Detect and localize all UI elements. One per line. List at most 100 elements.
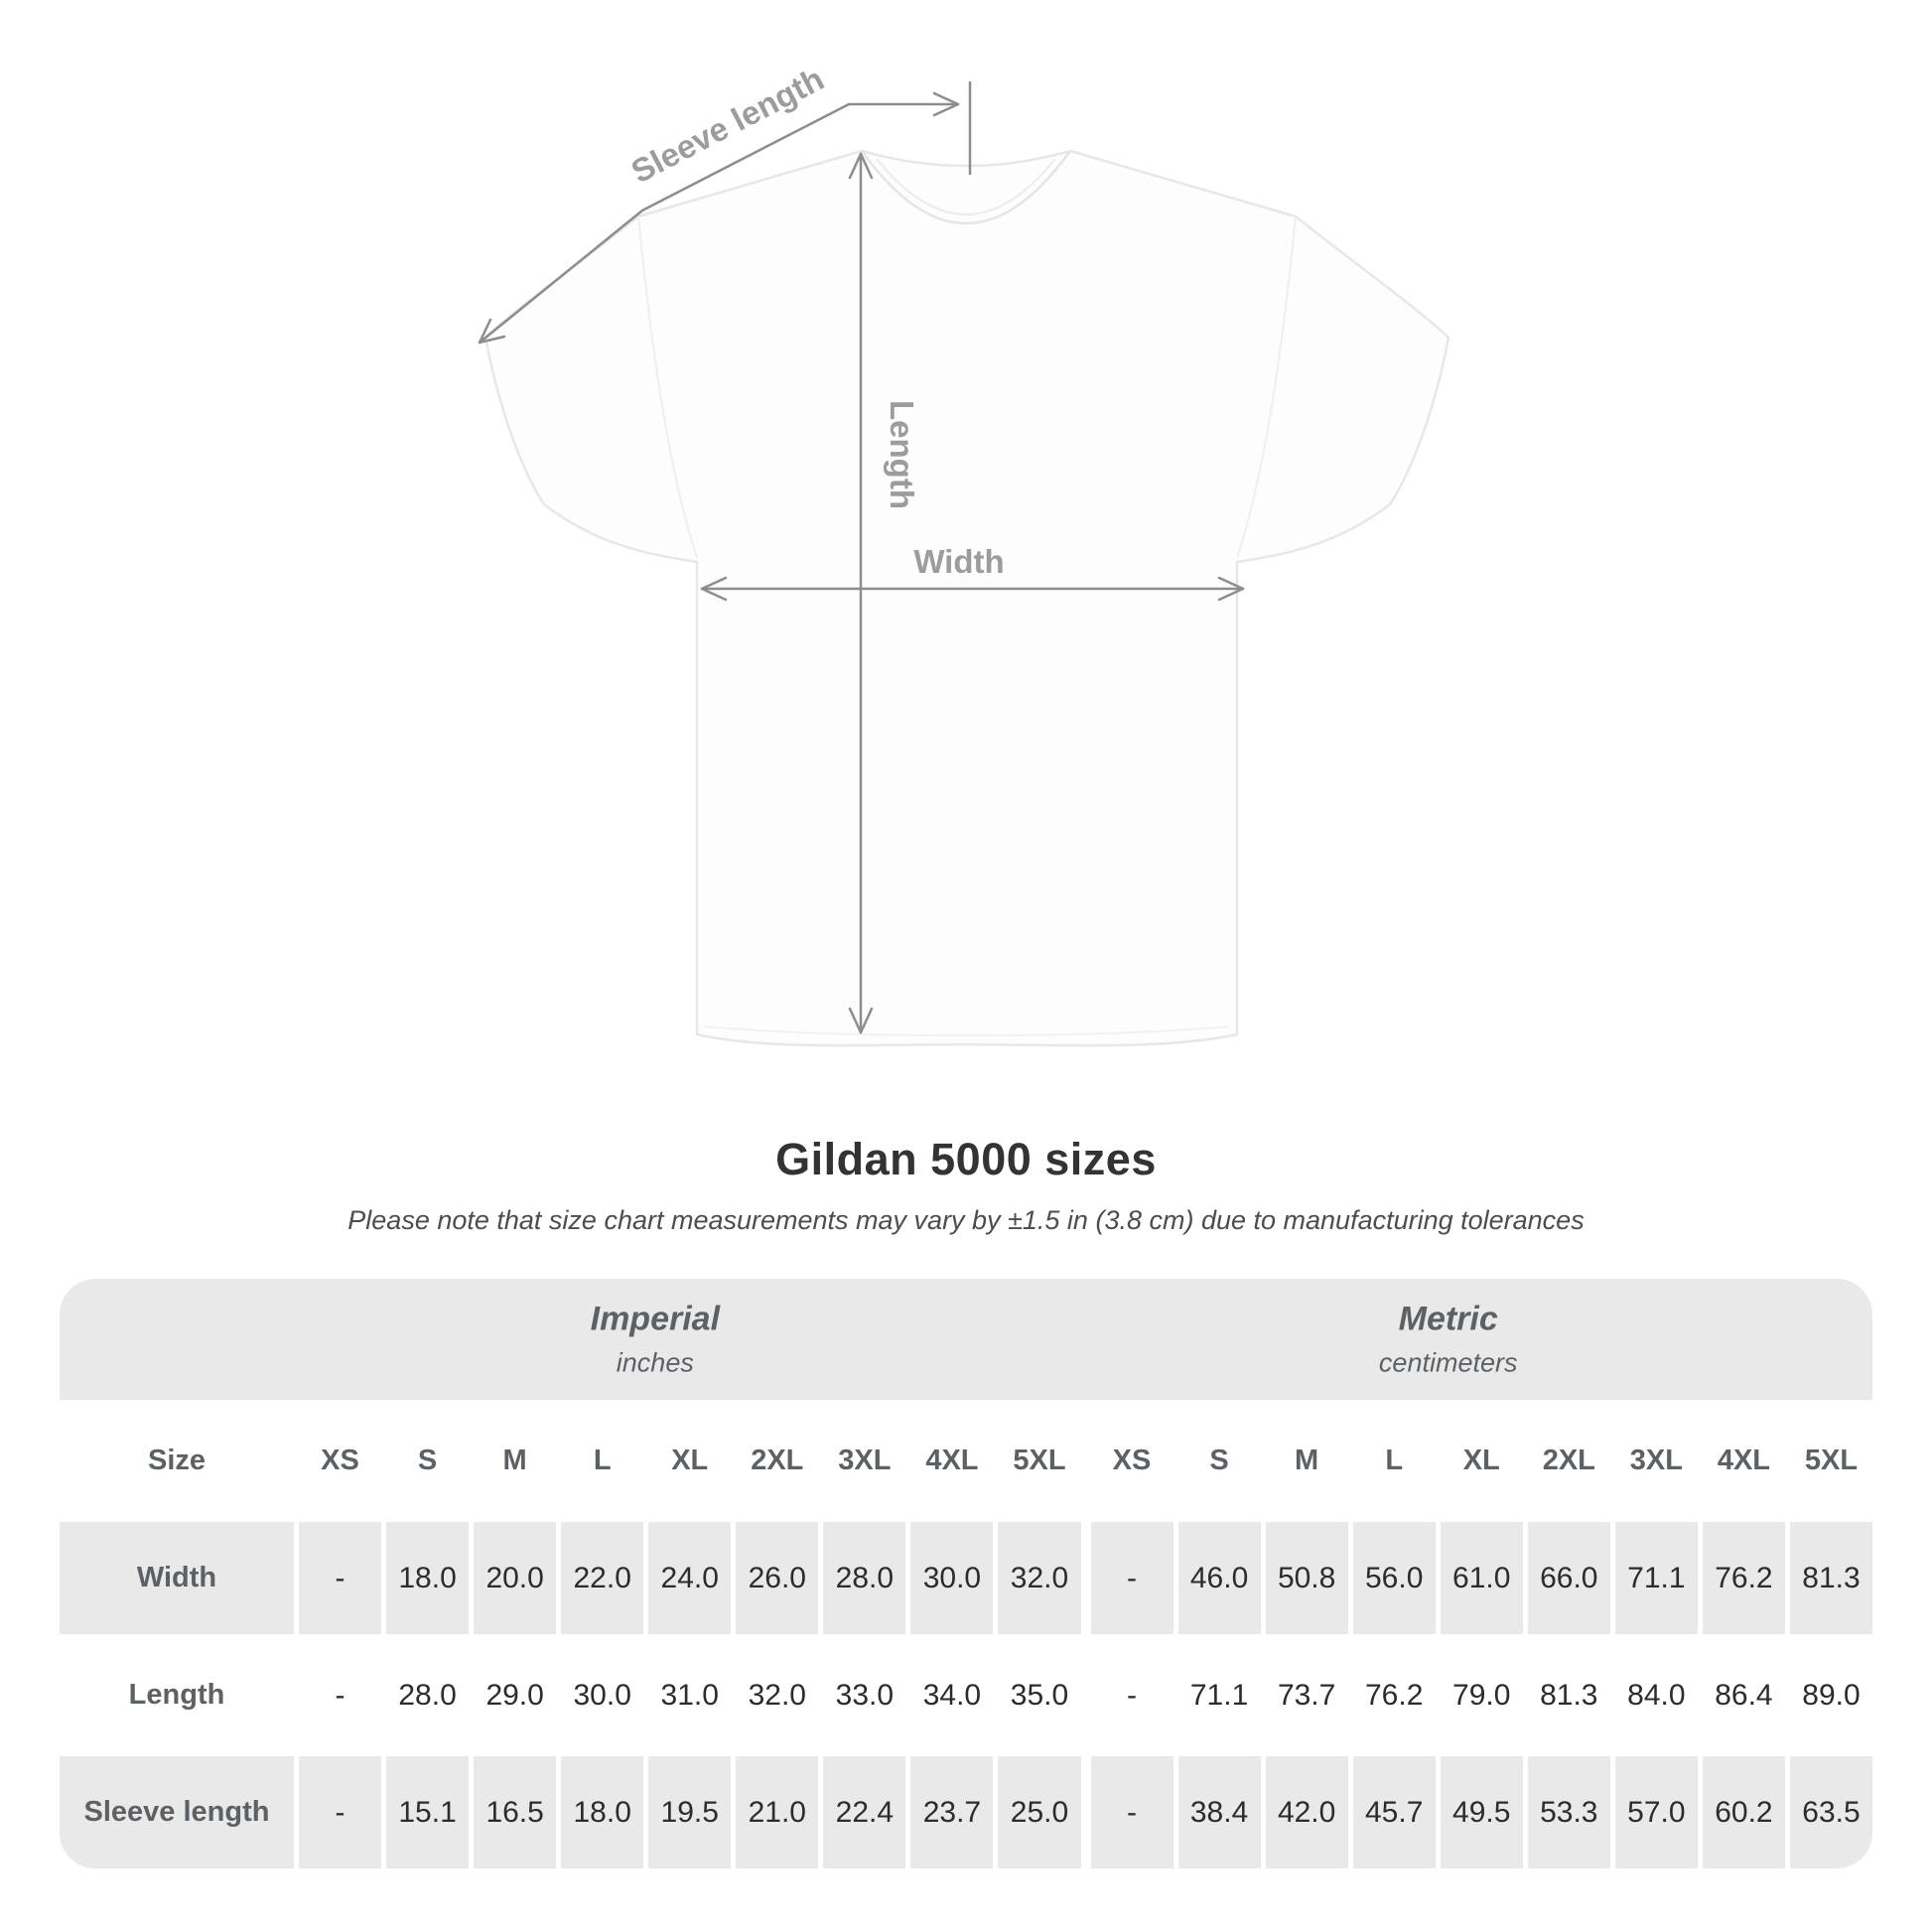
row-label: Length	[128, 1679, 225, 1711]
collar-outer-scoop	[860, 150, 1072, 225]
width-arrowhead-right	[1217, 576, 1245, 602]
col-header-metric: S	[1209, 1445, 1229, 1476]
imperial-value: 15.1	[386, 1756, 470, 1868]
tshirt-diagram: Sleeve length Length Width	[478, 60, 1450, 1047]
imperial-value: -	[335, 1678, 345, 1712]
imperial-value: 35.0	[1010, 1678, 1069, 1712]
imperial-value: 30.0	[573, 1678, 631, 1712]
metric-value: 76.2	[1702, 1522, 1785, 1634]
width-label: Width	[913, 543, 1004, 580]
sleeve-length-arrow	[478, 102, 960, 345]
col-header-metric: 5XL	[1804, 1445, 1859, 1476]
metric-value: 66.0	[1527, 1522, 1610, 1634]
metric-value: 49.5	[1440, 1756, 1523, 1868]
size-table-grid: Size XS S M L XL 2XL 3XL 4XL 5XL XS S M L XL 2XL 3XL 4XL 5…	[60, 1405, 1872, 1868]
imperial-value: 18.0	[561, 1756, 644, 1868]
metric-value: 53.3	[1527, 1756, 1610, 1868]
imperial-value: 32.0	[748, 1678, 806, 1712]
metric-value: 56.0	[1352, 1522, 1436, 1634]
metric-value: 50.8	[1265, 1522, 1348, 1634]
imperial-value: 31.0	[660, 1678, 719, 1712]
tshirt-outline	[483, 149, 1450, 1047]
metric-value: 81.3	[1789, 1522, 1872, 1634]
imperial-value: 18.0	[386, 1522, 470, 1634]
page-title: Gildan 5000 sizes	[775, 1134, 1157, 1184]
col-header-imperial: 2XL	[751, 1445, 804, 1476]
right-armhole-seam	[1236, 215, 1297, 559]
imperial-unit-label: inches	[616, 1347, 694, 1378]
metric-value: 86.4	[1715, 1678, 1773, 1712]
col-header-imperial: M	[502, 1445, 527, 1476]
metric-label: Metric	[1398, 1300, 1498, 1338]
imperial-value: 22.4	[823, 1756, 906, 1868]
imperial-value: 20.0	[474, 1522, 557, 1634]
row-label: Sleeve length	[60, 1756, 294, 1868]
metric-value: 73.7	[1277, 1678, 1336, 1712]
imperial-value: 33.0	[835, 1678, 895, 1712]
title-block: Gildan 5000 sizes Please note that size …	[0, 1134, 1932, 1236]
col-header-metric: 2XL	[1542, 1445, 1595, 1476]
col-header-metric: M	[1295, 1445, 1319, 1476]
imperial-label: Imperial	[590, 1300, 721, 1338]
imperial-value: 16.5	[474, 1756, 557, 1868]
col-header-imperial: XL	[671, 1445, 709, 1476]
metric-unit-label: centimeters	[1378, 1347, 1518, 1378]
hem-stitch	[704, 1026, 1230, 1036]
collar-inner-scoop	[876, 158, 1056, 215]
imperial-value: -	[299, 1522, 382, 1634]
imperial-value: 30.0	[910, 1522, 994, 1634]
metric-value: 84.0	[1627, 1678, 1686, 1712]
col-header-size: Size	[147, 1445, 207, 1476]
metric-value: 89.0	[1802, 1678, 1861, 1712]
imperial-value: 21.0	[736, 1756, 819, 1868]
metric-value: -	[1090, 1756, 1173, 1868]
imperial-value: 32.0	[998, 1522, 1081, 1634]
metric-value: 76.2	[1364, 1678, 1424, 1712]
metric-value: 45.7	[1352, 1756, 1436, 1868]
imperial-group-label: Imperial inches	[294, 1301, 1018, 1379]
metric-value: 79.0	[1452, 1678, 1511, 1712]
col-header-metric: 3XL	[1629, 1445, 1683, 1476]
length-label: Length	[884, 400, 920, 509]
col-header-imperial: XS	[321, 1445, 359, 1476]
metric-value: 71.1	[1189, 1678, 1249, 1712]
imperial-value: 23.7	[910, 1756, 994, 1868]
width-arrowhead-left	[700, 576, 728, 602]
length-arrowhead-top	[848, 152, 874, 180]
metric-value: 60.2	[1702, 1756, 1785, 1868]
col-header-metric: 4XL	[1717, 1445, 1770, 1476]
metric-group-label: Metric centimeters	[1024, 1301, 1872, 1379]
metric-value: 61.0	[1440, 1522, 1523, 1634]
imperial-value: 24.0	[648, 1522, 732, 1634]
col-header-imperial: 3XL	[838, 1445, 892, 1476]
imperial-value: 34.0	[922, 1678, 982, 1712]
imperial-value: 22.0	[561, 1522, 644, 1634]
imperial-value: 19.5	[648, 1756, 732, 1868]
metric-value: 38.4	[1177, 1756, 1261, 1868]
imperial-value: 29.0	[485, 1678, 544, 1712]
imperial-value: 28.0	[823, 1522, 906, 1634]
sleeve-arrowhead-end	[932, 91, 960, 117]
col-header-imperial: L	[593, 1445, 612, 1476]
col-header-imperial: S	[417, 1445, 438, 1476]
sleeve-arrowhead-start	[478, 318, 506, 345]
col-header-metric: L	[1385, 1445, 1404, 1476]
metric-value: 42.0	[1265, 1756, 1348, 1868]
imperial-value: 26.0	[736, 1522, 819, 1634]
col-header-metric: XL	[1462, 1445, 1500, 1476]
tolerance-note: Please note that size chart measurements…	[347, 1205, 1585, 1235]
length-arrowhead-bottom	[848, 1007, 874, 1035]
metric-value: -	[1090, 1522, 1173, 1634]
metric-value: -	[1127, 1678, 1138, 1712]
row-label: Width	[60, 1522, 294, 1634]
left-armhole-seam	[637, 215, 698, 559]
col-header-metric: XS	[1112, 1445, 1152, 1476]
imperial-value: 25.0	[998, 1756, 1081, 1868]
col-header-imperial: 5XL	[1013, 1445, 1066, 1476]
metric-value: 63.5	[1789, 1756, 1872, 1868]
imperial-value: 28.0	[398, 1678, 457, 1712]
metric-value: 71.1	[1614, 1522, 1698, 1634]
metric-value: 46.0	[1177, 1522, 1261, 1634]
size-table: Imperial inches Metric centimeters Size X…	[60, 1279, 1872, 1868]
